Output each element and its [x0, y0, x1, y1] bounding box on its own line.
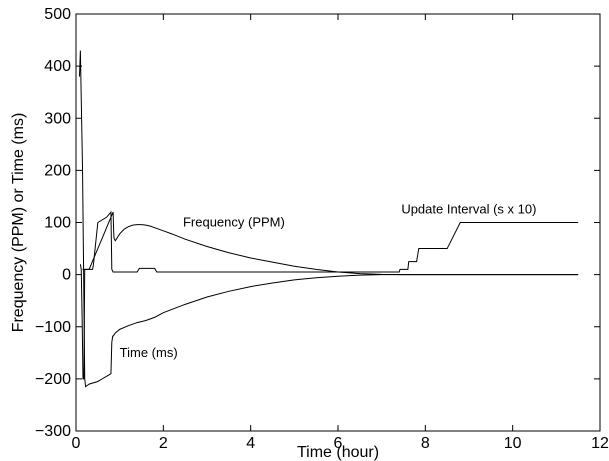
y-tick-label: 100	[44, 215, 71, 232]
ticks-layer: 0 2 4 6 8 10 12 −300 −200 −100 0 100 200 300 400 500	[35, 6, 609, 452]
annotations-layer: Frequency (PPM) Update Interval (s x 10) T…	[120, 201, 537, 359]
x-axis-label: Time (hour)	[297, 444, 379, 461]
x-tick-label: 4	[246, 435, 255, 452]
y-tick-label: −300	[35, 423, 71, 440]
series-layer	[78, 50, 579, 388]
y-tick-label: 300	[44, 110, 71, 127]
annotation-label-1: Frequency (PPM)	[183, 215, 285, 230]
x-tick-label: 6	[334, 435, 343, 452]
y-axis-label: Frequency (PPM) or Time (ms)	[10, 113, 27, 333]
y-tick-label: 400	[44, 58, 71, 75]
x-tick-label: 12	[591, 435, 609, 452]
annotation-label-2: Update Interval (s x 10)	[401, 201, 536, 216]
x-tick-label: 2	[159, 435, 168, 452]
y-tick-label: 500	[44, 6, 71, 23]
y-tick-label: 200	[44, 162, 71, 179]
x-tick-label: 0	[72, 435, 81, 452]
y-tick-label: −200	[35, 371, 71, 388]
series-line-3	[82, 210, 579, 273]
x-tick-label: 8	[421, 435, 430, 452]
annotation-label-3: Time (ms)	[120, 345, 178, 360]
y-tick-label: −100	[35, 319, 71, 336]
x-tick-label: 10	[504, 435, 522, 452]
series-line-2	[78, 50, 579, 388]
y-tick-label: 0	[62, 267, 71, 284]
